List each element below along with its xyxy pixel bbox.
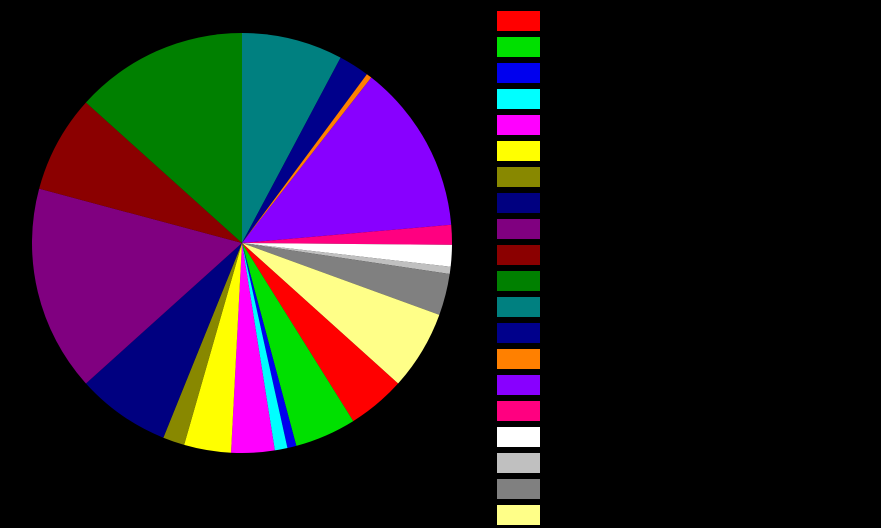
legend-item[interactable] [496, 476, 542, 502]
legend-item[interactable] [496, 8, 542, 34]
legend-item[interactable] [496, 502, 542, 528]
pie-slice[interactable] [242, 243, 452, 267]
legend-color-swatch [496, 166, 541, 188]
legend-color-swatch [496, 36, 541, 58]
pie-chart [32, 33, 452, 453]
legend-color-swatch [496, 218, 541, 240]
legend-item[interactable] [496, 164, 542, 190]
legend-item[interactable] [496, 138, 542, 164]
legend-color-swatch [496, 452, 541, 474]
legend-color-swatch [496, 400, 541, 422]
legend-item[interactable] [496, 346, 542, 372]
legend-color-swatch [496, 270, 541, 292]
legend-color-swatch [496, 10, 541, 32]
pie-slice[interactable] [231, 243, 275, 453]
legend [496, 8, 542, 528]
legend-color-swatch [496, 88, 541, 110]
pie-slice[interactable] [32, 188, 242, 384]
legend-color-swatch [496, 62, 541, 84]
pie-slice[interactable] [242, 243, 440, 384]
legend-item[interactable] [496, 268, 542, 294]
legend-item[interactable] [496, 450, 542, 476]
pie-slice[interactable] [242, 243, 451, 275]
legend-item[interactable] [496, 372, 542, 398]
legend-color-swatch [496, 114, 541, 136]
legend-item[interactable] [496, 86, 542, 112]
legend-item[interactable] [496, 294, 542, 320]
legend-item[interactable] [496, 112, 542, 138]
legend-item[interactable] [496, 424, 542, 450]
legend-item[interactable] [496, 242, 542, 268]
pie-slice[interactable] [85, 243, 242, 438]
pie-slice[interactable] [242, 77, 452, 244]
legend-color-swatch [496, 374, 541, 396]
legend-color-swatch [496, 244, 541, 266]
pie-slice[interactable] [242, 74, 372, 243]
pie-slice[interactable] [242, 243, 354, 446]
legend-item[interactable] [496, 398, 542, 424]
legend-color-swatch [496, 348, 541, 370]
legend-color-swatch [496, 426, 541, 448]
legend-color-swatch [496, 478, 541, 500]
pie-slice[interactable] [242, 243, 399, 422]
pie-slice[interactable] [242, 243, 297, 449]
legend-color-swatch [496, 504, 541, 526]
pie-slice[interactable] [184, 243, 242, 453]
pie-slice[interactable] [85, 33, 242, 243]
pie-slice[interactable] [242, 57, 367, 243]
legend-color-swatch [496, 192, 541, 214]
pie-slice[interactable] [242, 243, 288, 451]
legend-item[interactable] [496, 34, 542, 60]
pie-slice[interactable] [39, 102, 242, 243]
pie-slice[interactable] [242, 33, 341, 243]
legend-item[interactable] [496, 190, 542, 216]
pie-chart-svg [32, 33, 452, 453]
pie-slice[interactable] [163, 243, 242, 445]
pie-slice[interactable] [242, 224, 452, 245]
legend-color-swatch [496, 296, 541, 318]
figure-canvas [32, 10, 541, 526]
legend-color-swatch [496, 140, 541, 162]
legend-item[interactable] [496, 216, 542, 242]
pie-slice-group [32, 33, 452, 453]
legend-color-swatch [496, 322, 541, 344]
pie-slice[interactable] [242, 243, 450, 315]
legend-item[interactable] [496, 60, 542, 86]
legend-item[interactable] [496, 320, 542, 346]
